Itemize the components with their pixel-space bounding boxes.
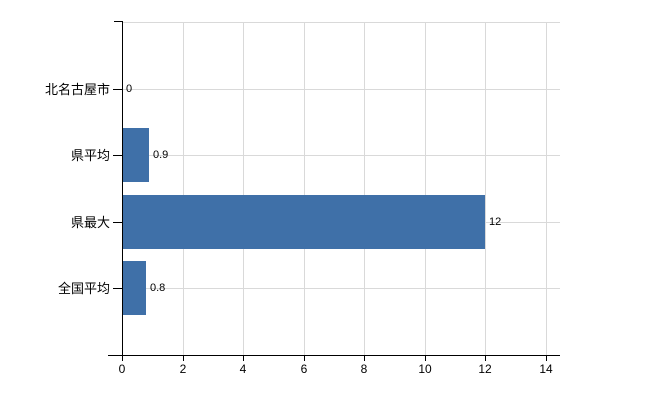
y-axis-category-tick — [113, 155, 122, 156]
vertical-gridline — [425, 22, 426, 355]
x-tick-label: 2 — [179, 362, 187, 376]
y-axis-category-tick — [113, 288, 122, 289]
category-label: 全国平均 — [57, 281, 110, 296]
x-tick-label: 10 — [418, 362, 432, 376]
x-axis-line — [108, 355, 560, 356]
x-axis-tick — [304, 355, 305, 361]
vertical-gridline — [546, 22, 547, 355]
x-axis-tick — [243, 355, 244, 361]
vertical-gridline — [364, 22, 365, 355]
vertical-gridline — [183, 22, 184, 355]
vertical-gridline — [243, 22, 244, 355]
y-axis-top-tick — [114, 21, 122, 22]
category-gridline — [122, 155, 560, 156]
bar — [123, 261, 146, 315]
x-axis-tick — [183, 355, 184, 361]
y-axis-line — [122, 21, 123, 355]
x-tick-label: 12 — [478, 362, 492, 376]
plot-top-gridline — [122, 22, 560, 23]
bar-value-label: 0.8 — [150, 282, 166, 294]
x-axis-tick — [485, 355, 486, 361]
bar — [123, 128, 149, 182]
x-axis-tick — [364, 355, 365, 361]
category-label: 北名古屋市 — [44, 82, 110, 97]
vertical-gridline — [485, 22, 486, 355]
category-label: 県平均 — [70, 148, 110, 163]
x-tick-label: 8 — [360, 362, 368, 376]
x-tick-label: 14 — [539, 362, 553, 376]
y-axis-category-tick — [113, 89, 122, 90]
x-tick-label: 6 — [300, 362, 308, 376]
bar-value-label: 0 — [126, 83, 133, 95]
y-axis-category-tick — [113, 222, 122, 223]
x-axis-tick — [546, 355, 547, 361]
x-tick-label: 0 — [118, 362, 126, 376]
bar — [123, 195, 485, 249]
x-tick-label: 4 — [239, 362, 247, 376]
category-gridline — [122, 288, 560, 289]
category-gridline — [122, 89, 560, 90]
category-label: 県最大 — [70, 215, 110, 230]
x-axis-tick — [122, 355, 123, 361]
bar-value-label: 12 — [489, 216, 502, 228]
vertical-gridline — [304, 22, 305, 355]
x-axis-tick — [425, 355, 426, 361]
bar-value-label: 0.9 — [153, 149, 169, 161]
